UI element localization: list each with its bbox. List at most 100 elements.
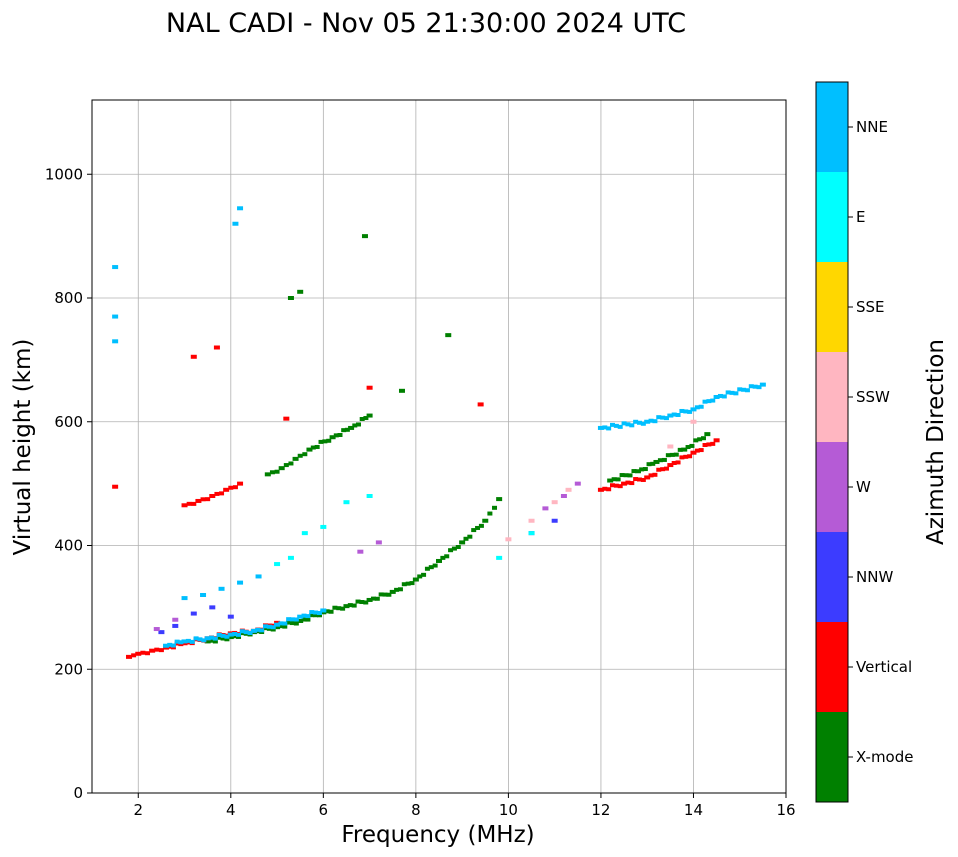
- echo-point: [292, 456, 299, 461]
- echo-point: [627, 473, 633, 478]
- echo-point: [190, 354, 197, 359]
- echo-point: [154, 647, 160, 652]
- echo-point: [683, 409, 689, 414]
- echo-point: [237, 206, 244, 211]
- echo-point: [270, 627, 276, 632]
- echo-point: [163, 643, 170, 648]
- echo-point: [683, 454, 689, 459]
- echo-point: [689, 443, 695, 448]
- echo-point: [741, 387, 747, 392]
- echo-point: [694, 448, 700, 453]
- y-tick-label: 200: [54, 660, 83, 678]
- echo-point: [697, 437, 703, 442]
- echo-point: [112, 339, 119, 344]
- echo-point: [145, 651, 151, 656]
- echo-point: [112, 314, 119, 319]
- echo-point: [542, 506, 549, 511]
- echo-point: [212, 639, 218, 644]
- echo-point: [663, 466, 669, 471]
- echo-point: [320, 524, 327, 529]
- echo-point: [756, 385, 762, 390]
- echo-point: [286, 617, 292, 622]
- echo-point: [687, 409, 693, 414]
- echo-point: [650, 461, 656, 466]
- echo-point: [366, 413, 373, 418]
- echo-point: [636, 420, 642, 425]
- echo-point: [301, 613, 307, 618]
- echo-point: [496, 555, 503, 560]
- echo-point: [216, 635, 222, 640]
- echo-point: [698, 448, 704, 453]
- echo-point: [690, 407, 697, 412]
- echo-point: [487, 511, 493, 516]
- colorbar-label: Azimuth Direction: [923, 339, 949, 545]
- echo-point: [631, 469, 637, 474]
- echo-point: [706, 399, 712, 404]
- echo-point: [690, 450, 697, 455]
- plot-frame: [91, 99, 787, 794]
- echo-point: [112, 265, 119, 270]
- colorbar-swatch: [816, 532, 848, 622]
- echo-point: [733, 391, 739, 396]
- echo-point: [170, 643, 176, 648]
- x-tick-label: 2: [133, 801, 143, 819]
- echo-point: [153, 627, 160, 632]
- x-tick-label: 12: [591, 801, 610, 819]
- echo-point: [216, 632, 222, 637]
- echo-point: [224, 637, 230, 642]
- echo-point: [560, 494, 567, 498]
- echo-point: [322, 439, 328, 444]
- echo-point: [621, 481, 628, 486]
- echo-point: [505, 537, 512, 542]
- echo-point: [652, 472, 658, 477]
- echo-point: [343, 604, 350, 609]
- echo-point: [270, 625, 276, 630]
- x-tick-label: 16: [776, 801, 795, 819]
- echo-point: [189, 639, 195, 644]
- echo-point: [613, 483, 619, 488]
- echo-point: [690, 419, 697, 424]
- echo-point: [661, 457, 667, 462]
- echo-point: [602, 425, 608, 430]
- echo-point: [351, 603, 357, 608]
- echo-point: [112, 484, 119, 489]
- echo-point: [428, 565, 434, 570]
- echo-point: [213, 345, 220, 350]
- echo-point: [679, 408, 685, 413]
- echo-point: [274, 625, 281, 630]
- echo-point: [633, 419, 639, 424]
- echo-point: [200, 593, 207, 597]
- echo-point: [694, 405, 700, 410]
- echo-point: [634, 469, 641, 474]
- data-marks: [112, 206, 766, 659]
- echo-point: [220, 633, 226, 638]
- echo-point: [135, 651, 142, 656]
- echo-point: [363, 416, 369, 421]
- echo-point: [204, 639, 211, 644]
- echo-point: [693, 438, 699, 443]
- colorbar-tick-label: Vertical: [856, 658, 912, 676]
- echo-point: [702, 399, 708, 404]
- echo-point: [263, 624, 268, 629]
- echo-point: [610, 483, 615, 488]
- echo-point: [656, 467, 662, 472]
- colorbar-tick-label: E: [856, 208, 865, 226]
- echo-point: [615, 477, 621, 482]
- echo-point: [477, 402, 484, 407]
- echo-point: [644, 419, 651, 424]
- echo-point: [259, 628, 265, 633]
- echo-point: [297, 618, 304, 623]
- echo-point: [653, 459, 660, 464]
- echo-point: [243, 630, 249, 635]
- echo-point: [236, 632, 242, 637]
- echo-point: [667, 463, 674, 468]
- grid-lines: [92, 100, 787, 794]
- echo-point: [713, 438, 720, 443]
- y-tick-label: 800: [54, 289, 83, 307]
- echo-point: [131, 653, 137, 658]
- colorbar-frame: [815, 81, 849, 803]
- y-axis-ticks: 0 200 400 600 800 1000: [45, 165, 92, 802]
- echo-point: [218, 586, 225, 591]
- echo-point: [274, 622, 281, 627]
- echo-point: [706, 442, 712, 447]
